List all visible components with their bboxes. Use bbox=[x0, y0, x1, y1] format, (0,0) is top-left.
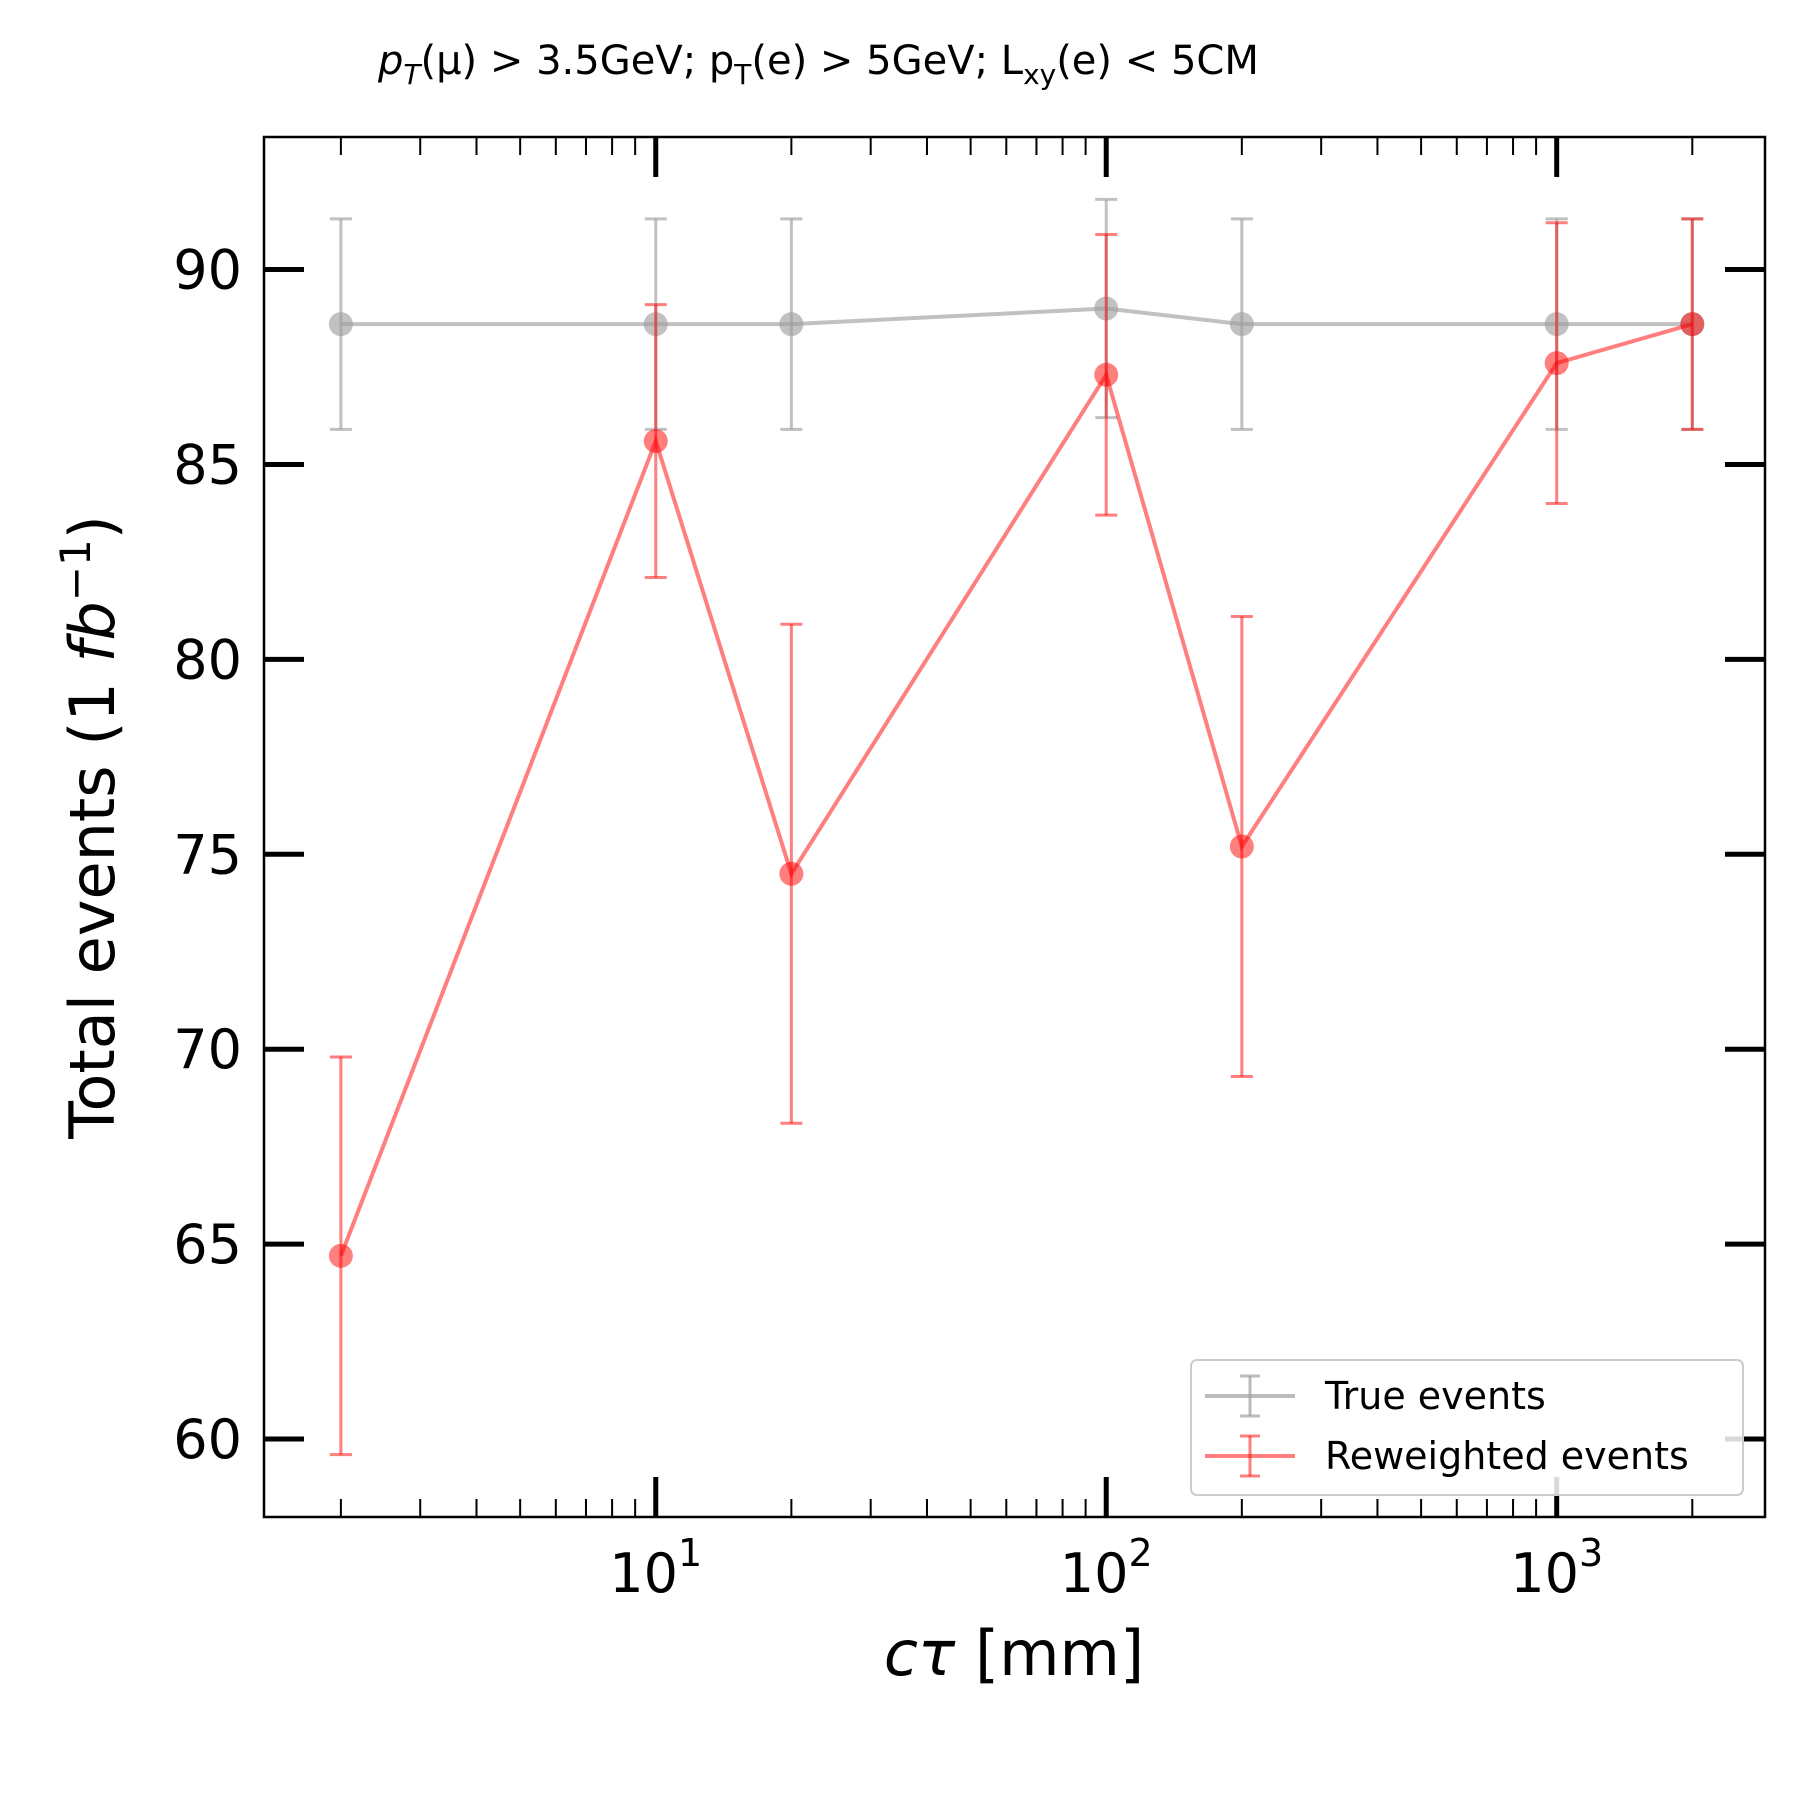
plot-frame bbox=[262, 135, 1767, 1519]
x-tick-label: 102 bbox=[1060, 1531, 1153, 1605]
series-true-events bbox=[328, 197, 1705, 431]
data-point bbox=[1680, 312, 1705, 337]
data-point bbox=[328, 1243, 353, 1268]
legend-label-reweighted-events: Reweighted events bbox=[1325, 1434, 1689, 1478]
legend-label-true-events: True events bbox=[1324, 1374, 1546, 1418]
data-point bbox=[1229, 312, 1254, 337]
data-point bbox=[1544, 351, 1569, 376]
legend: True events Reweighted events bbox=[1190, 1359, 1744, 1496]
legend-box bbox=[1190, 1359, 1744, 1496]
series-line-true-events bbox=[340, 306, 1693, 327]
y-tick-label: 90 bbox=[173, 239, 242, 302]
x-axis-label: cτ [mm] bbox=[884, 1617, 1144, 1690]
series-reweighted-events bbox=[328, 217, 1705, 1457]
y-tick-label: 75 bbox=[173, 823, 242, 886]
data-point bbox=[328, 312, 353, 337]
data-point bbox=[1094, 362, 1119, 387]
y-tick-label: 65 bbox=[173, 1213, 242, 1276]
x-tick-label: 101 bbox=[609, 1531, 702, 1605]
data-point bbox=[779, 861, 804, 886]
y-tick-label: 70 bbox=[173, 1018, 242, 1081]
legend-swatch-reweighted-events bbox=[1205, 1434, 1295, 1478]
y-tick-label: 85 bbox=[173, 433, 242, 496]
x-tick-label: 103 bbox=[1510, 1531, 1603, 1605]
series-layer bbox=[328, 197, 1705, 1457]
series-line-reweighted-events bbox=[339, 322, 1693, 1257]
legend-swatch-true-events bbox=[1205, 1374, 1295, 1418]
y-tick-label: 80 bbox=[173, 628, 242, 691]
chart-title: pT(μ) > 3.5GeV; pT(e) > 5GeV; Lxy(e) < 5… bbox=[377, 38, 1259, 91]
data-point bbox=[1229, 834, 1254, 859]
ticks-layer: 101 102 103 60 65 70 75 80 85 90 bbox=[173, 137, 1765, 1605]
data-point bbox=[779, 312, 804, 337]
data-point bbox=[643, 429, 668, 454]
y-tick-label: 60 bbox=[173, 1408, 242, 1471]
y-axis-label: Total events (1 fb−1) bbox=[51, 515, 129, 1140]
